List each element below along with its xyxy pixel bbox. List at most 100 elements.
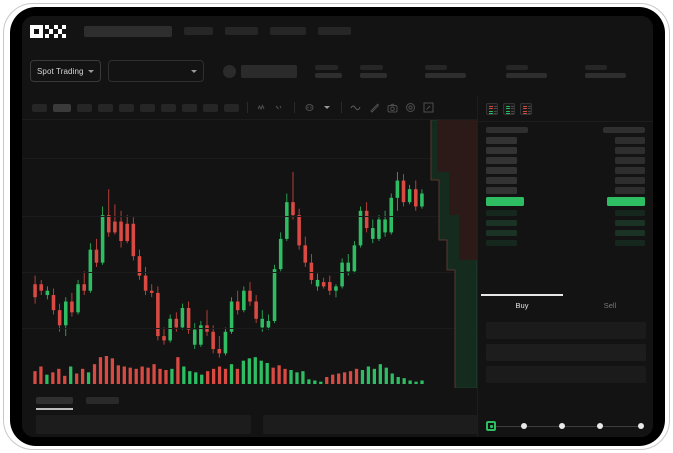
- slider-node-100[interactable]: [638, 423, 644, 429]
- line-type-icon[interactable]: [274, 102, 286, 114]
- price-chart[interactable]: [22, 120, 477, 388]
- chart-gridline: [22, 328, 477, 329]
- compare-chevron-icon[interactable]: [321, 102, 333, 114]
- amount-slider[interactable]: [486, 421, 646, 432]
- tab-sell[interactable]: Sell: [566, 294, 653, 316]
- fullscreen-icon[interactable]: [422, 102, 434, 114]
- market-stat-value: [359, 72, 387, 78]
- candlestick-type-icon[interactable]: [256, 102, 268, 114]
- top-navigation-bar: [22, 16, 653, 46]
- tab-sell-label: Sell: [603, 300, 617, 310]
- orderbook-row[interactable]: [478, 229, 653, 236]
- market-pair-bar: Spot Trading: [22, 46, 653, 96]
- chevron-down-icon: [324, 106, 330, 109]
- chevron-down-icon: [87, 69, 94, 73]
- timeframe-button-5[interactable]: [119, 103, 134, 112]
- slider-node-50[interactable]: [559, 423, 565, 429]
- orderbook-amount: [615, 177, 645, 184]
- order-price-input[interactable]: [486, 322, 646, 339]
- bottom-tab-1[interactable]: [36, 397, 73, 410]
- camera-snapshot-icon[interactable]: [386, 102, 398, 114]
- candlestick-series: [33, 171, 424, 358]
- chart-toolbar: [22, 96, 653, 120]
- orderbook-row[interactable]: [478, 209, 653, 216]
- order-amount-input[interactable]: [486, 344, 646, 361]
- market-stat-3: [424, 64, 466, 78]
- orderbook-row[interactable]: [478, 219, 653, 226]
- orderbook-spread-row[interactable]: [478, 197, 653, 206]
- orderbook-row[interactable]: [478, 187, 653, 194]
- slider-node-75[interactable]: [597, 423, 603, 429]
- timeframe-button-3[interactable]: [77, 103, 92, 112]
- timeframe-button-7[interactable]: [161, 103, 176, 112]
- slider-track: [491, 426, 641, 427]
- wave-indicator-icon[interactable]: [350, 102, 362, 114]
- market-stat-label: [424, 64, 447, 70]
- market-stat-value: [314, 72, 342, 78]
- pencil-draw-icon[interactable]: [368, 102, 380, 114]
- orderbook-price: [486, 147, 517, 154]
- spot-trading-dropdown[interactable]: Spot Trading: [30, 60, 101, 82]
- orderbook-price: [486, 239, 517, 246]
- pair-select-dropdown[interactable]: [107, 60, 204, 82]
- timeframe-button-10[interactable]: [224, 103, 239, 112]
- chart-gridline: [22, 216, 477, 217]
- orderbook-price: [486, 177, 517, 184]
- orderbook-amount: [615, 187, 645, 194]
- orderbook-view-modes: [478, 96, 653, 121]
- timeframe-button-6[interactable]: [140, 103, 155, 112]
- market-stat-1: [314, 64, 342, 78]
- timeframe-button-8[interactable]: [182, 103, 197, 112]
- toolbar-divider: [247, 102, 248, 113]
- toolbar-divider: [294, 102, 295, 113]
- orderbook-amount: [615, 229, 645, 236]
- order-total-input[interactable]: [486, 366, 646, 383]
- timeframe-button-2[interactable]: [53, 103, 71, 112]
- orderbook-row[interactable]: [478, 157, 653, 164]
- bottom-tab-2[interactable]: [86, 397, 119, 404]
- okx-logo-icon[interactable]: [30, 24, 72, 38]
- orderbook-mode-asks-icon[interactable]: [520, 103, 532, 115]
- orderbook-mode-both-icon[interactable]: [486, 103, 498, 115]
- orderbook-price: [486, 187, 517, 194]
- timeframe-button-4[interactable]: [98, 103, 113, 112]
- coin-icon: [222, 64, 236, 78]
- orderbook-row[interactable]: [478, 239, 653, 246]
- orderbook-mode-bids-icon[interactable]: [503, 103, 515, 115]
- timeframe-button-1[interactable]: [32, 103, 47, 112]
- chevron-down-icon: [190, 69, 197, 73]
- depth-ask-area: [437, 120, 477, 260]
- market-stat-value: [505, 72, 547, 78]
- nav-item-4[interactable]: [318, 27, 351, 35]
- orderbook-row[interactable]: [478, 147, 653, 154]
- last-price-value: [240, 64, 297, 78]
- market-stat-4: [505, 64, 547, 78]
- nav-item-2[interactable]: [225, 27, 258, 35]
- buy-sell-tabs: Buy Sell: [478, 294, 653, 316]
- settings-gear-icon[interactable]: [404, 102, 416, 114]
- app-screen: Spot Trading: [22, 16, 653, 437]
- depth-ask-line: [430, 120, 456, 388]
- indicators-icon[interactable]: [303, 102, 315, 114]
- market-stat-label: [359, 64, 383, 70]
- orderbook-amount: [615, 147, 645, 154]
- tab-buy[interactable]: Buy: [478, 294, 566, 316]
- nav-search-field[interactable]: [84, 25, 172, 37]
- bottom-content-panels: [36, 415, 478, 434]
- orderbook-amount: [615, 167, 645, 174]
- bottom-panel-2[interactable]: [263, 415, 478, 434]
- orderbook-row[interactable]: [478, 137, 653, 144]
- orderbook-divider: [478, 121, 653, 122]
- timeframe-button-9[interactable]: [203, 103, 218, 112]
- orderbook-amount: [615, 239, 645, 246]
- volume-chart: [33, 356, 424, 384]
- orderbook-row[interactable]: [478, 177, 653, 184]
- nav-item-1[interactable]: [184, 27, 213, 35]
- slider-node-25[interactable]: [521, 423, 527, 429]
- trade-sidebar: Buy Sell: [477, 96, 653, 437]
- bottom-panel-1[interactable]: [36, 415, 251, 434]
- slider-handle[interactable]: [486, 421, 496, 431]
- nav-item-3[interactable]: [270, 27, 306, 35]
- orderbook-row[interactable]: [478, 167, 653, 174]
